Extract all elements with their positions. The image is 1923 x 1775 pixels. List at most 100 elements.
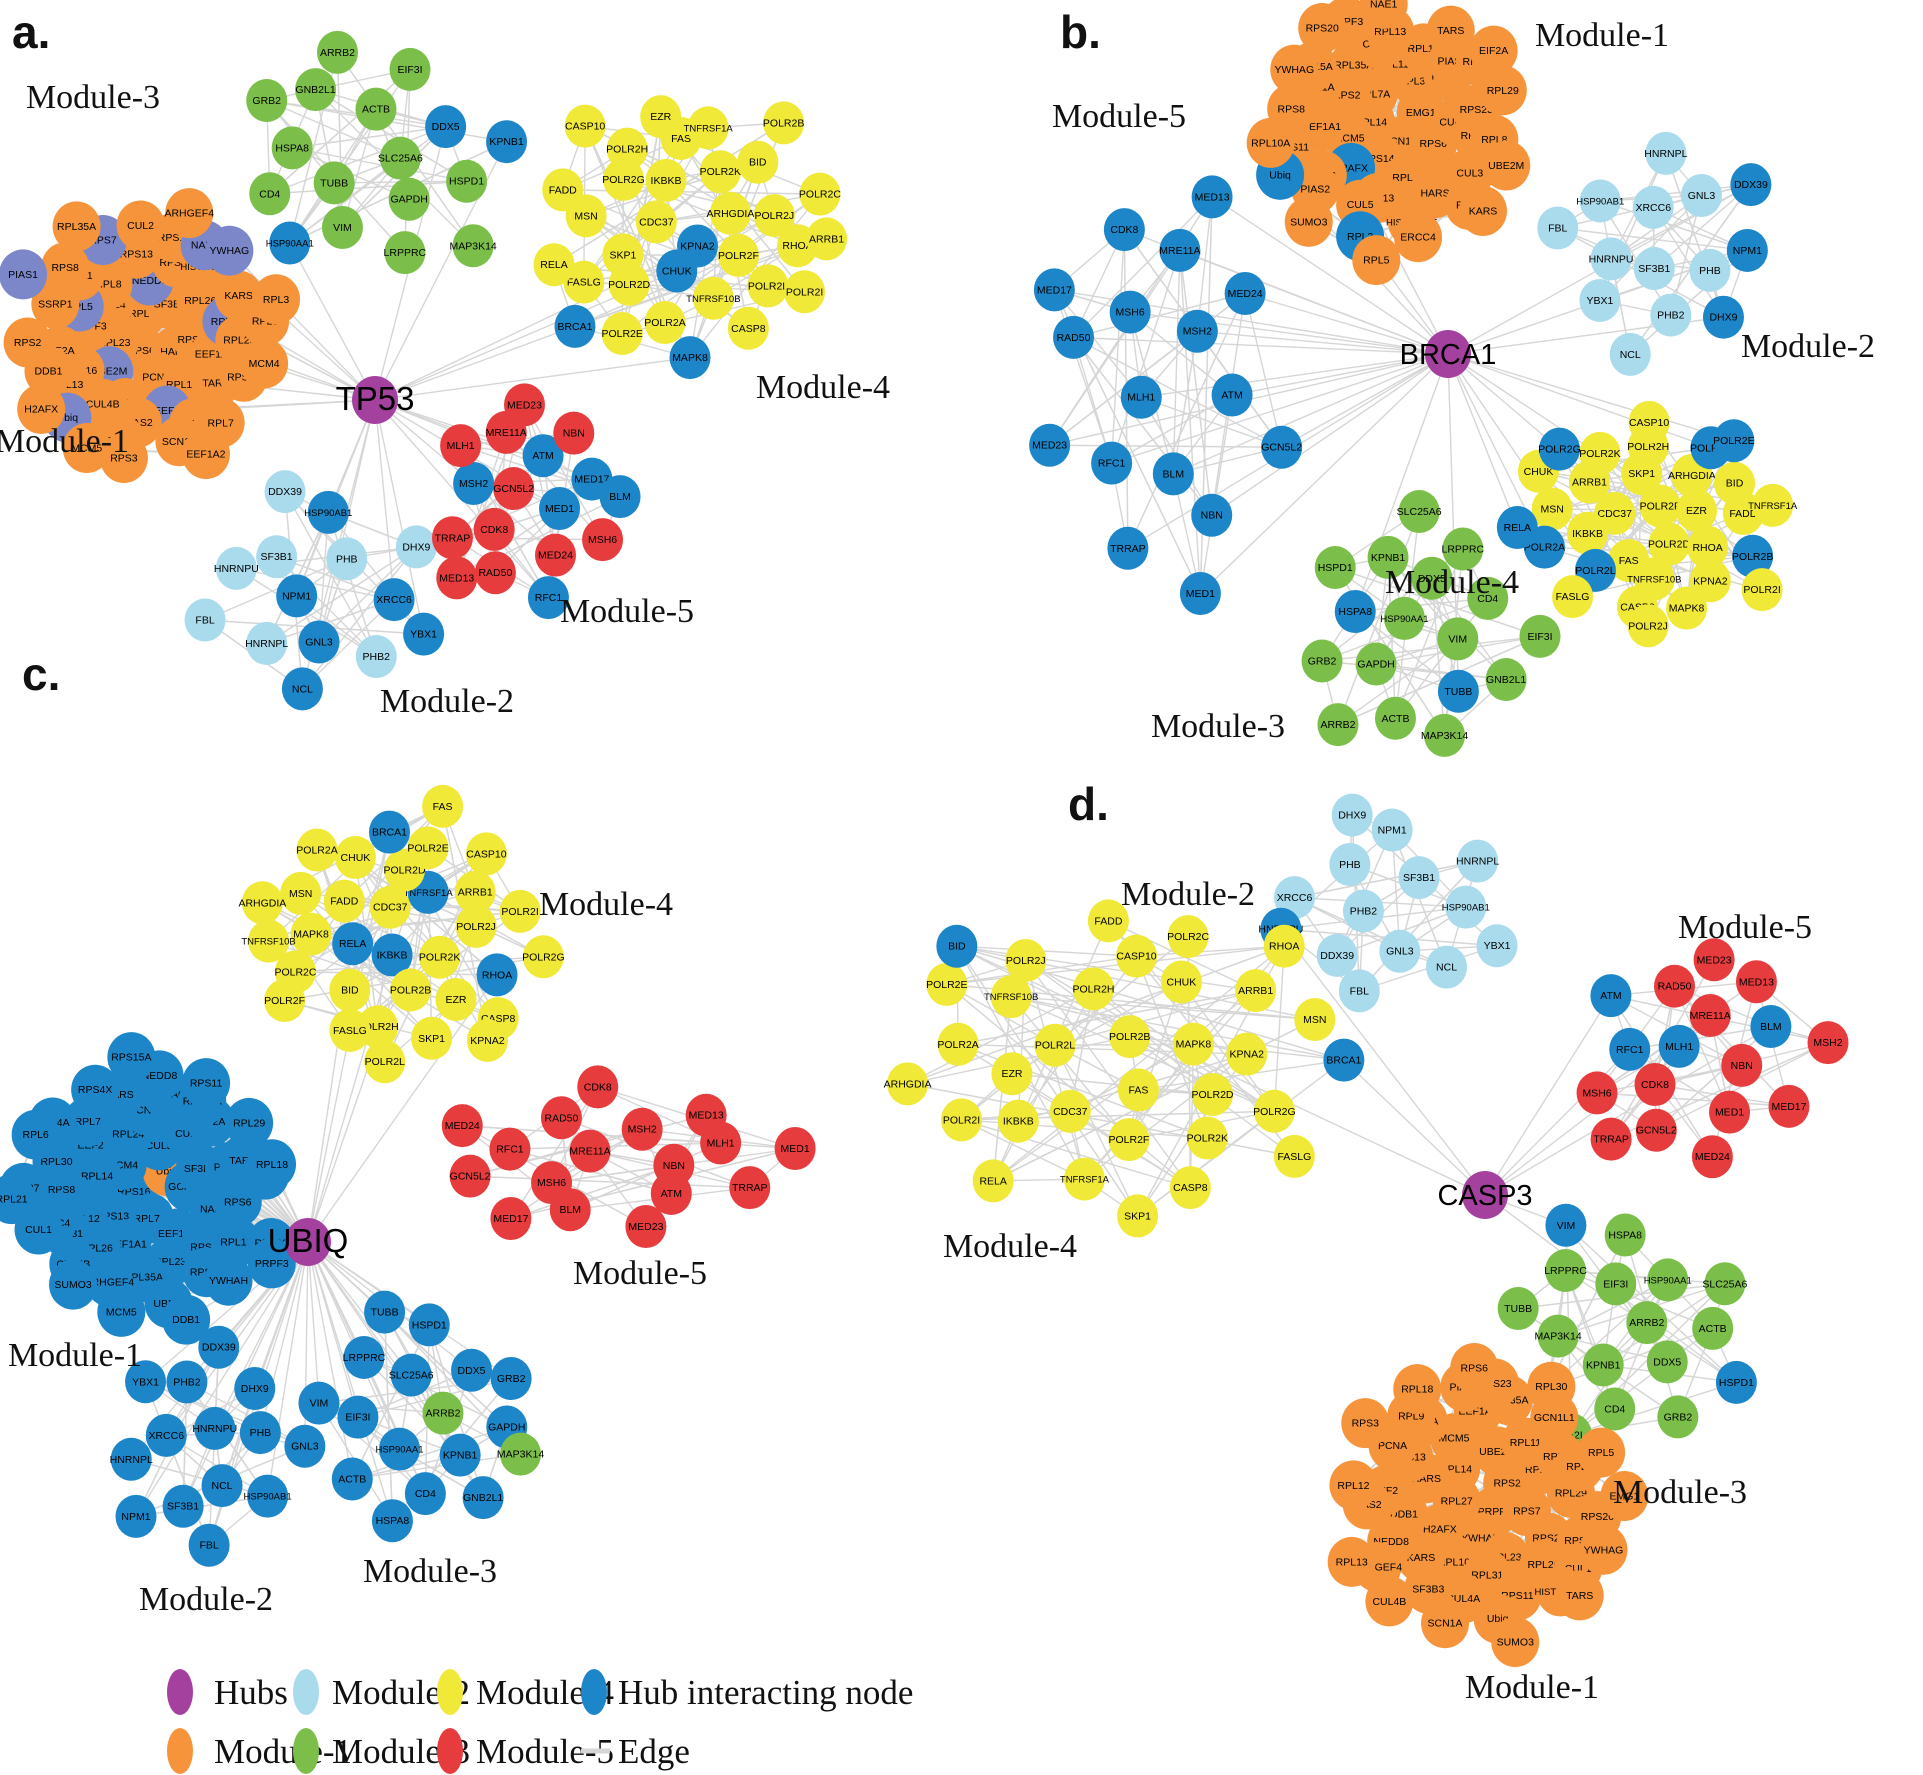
node-POLR2E: POLR2E bbox=[601, 312, 643, 356]
node-FBL: FBL bbox=[1537, 206, 1579, 250]
node-label: NBN bbox=[563, 428, 585, 440]
node-label: TUBB bbox=[1444, 686, 1472, 698]
node-HSP90AA1: HSP90AA1 bbox=[375, 1427, 424, 1471]
node-label: RPS20 bbox=[1581, 1511, 1614, 1523]
node-KPNB1: KPNB1 bbox=[439, 1433, 481, 1477]
node-label: MED23 bbox=[628, 1221, 663, 1233]
node-RHOA: RHOA bbox=[1263, 924, 1305, 968]
node-label: VIM bbox=[1557, 1220, 1576, 1232]
node-MED17: MED17 bbox=[1768, 1084, 1810, 1128]
node-label: TNFRSF1A bbox=[1060, 1175, 1110, 1186]
node-SLC25A6: SLC25A6 bbox=[1397, 490, 1442, 534]
node-NPM1: NPM1 bbox=[276, 574, 318, 618]
node-BRCA1: BRCA1 bbox=[1323, 1038, 1365, 1082]
node-label: DDX39 bbox=[268, 486, 302, 498]
node-TUBB: TUBB bbox=[1437, 669, 1479, 713]
node-MSN: MSN bbox=[1531, 487, 1573, 531]
node-label: NPM1 bbox=[1733, 245, 1762, 257]
node-label: DDX5 bbox=[458, 1365, 486, 1377]
node-label: ACTB bbox=[1699, 1323, 1727, 1335]
node-label: YWHAH bbox=[209, 1275, 248, 1287]
node-label: BLM bbox=[1162, 468, 1184, 480]
node-label: POLR2G bbox=[1253, 1106, 1296, 1118]
node-label: MRE11A bbox=[486, 427, 527, 439]
node-MED24: MED24 bbox=[441, 1104, 483, 1148]
node-label: EIF3I bbox=[397, 64, 422, 76]
node-MCM4: MCM4 bbox=[240, 338, 289, 389]
node-DHX9: DHX9 bbox=[1331, 793, 1373, 837]
node-YBX1: YBX1 bbox=[125, 1360, 167, 1404]
node-label: DHX9 bbox=[241, 1383, 269, 1395]
node-CHUK: CHUK bbox=[334, 835, 376, 879]
module-caption-module-1: Module-1 bbox=[1535, 17, 1669, 54]
node-label: RPL18 bbox=[1401, 1384, 1433, 1396]
node-label: Ubiq bbox=[1269, 169, 1291, 181]
node-NBN: NBN bbox=[1721, 1043, 1763, 1087]
node-label: MAPK8 bbox=[672, 352, 708, 364]
node-RELA: RELA bbox=[972, 1159, 1014, 1203]
node-label: PHB bbox=[336, 553, 358, 565]
node-label: HSP90AA1 bbox=[375, 1445, 423, 1456]
node-TRRAP: TRRAP bbox=[1107, 526, 1149, 570]
node-label: MSH6 bbox=[1582, 1087, 1611, 1099]
node-POLR2C: POLR2C bbox=[1167, 915, 1210, 959]
node-HSPD1: HSPD1 bbox=[1314, 546, 1356, 590]
node-label: BID bbox=[948, 941, 966, 953]
node-label: FADD bbox=[549, 184, 577, 196]
node-RPS3: RPS3 bbox=[1341, 1398, 1390, 1449]
node-label: RPS2 bbox=[14, 337, 42, 349]
node-MRE11A: MRE11A bbox=[1159, 228, 1201, 272]
node-label: POLR2K bbox=[700, 166, 741, 178]
node-label: HSP90AA1 bbox=[266, 239, 314, 250]
node-label: MRE11A bbox=[1690, 1010, 1731, 1022]
node-label: CASP10 bbox=[1116, 951, 1156, 963]
node-label: SF3B1 bbox=[1638, 263, 1670, 275]
node-label: FASLG bbox=[1556, 591, 1590, 603]
node-label: GNB2L1 bbox=[1486, 674, 1526, 686]
node-label: RHOA bbox=[1692, 542, 1722, 554]
hub-ubiq: UBIQ bbox=[268, 1218, 348, 1266]
node-label: LRPPRC bbox=[1441, 544, 1484, 556]
node-label: HNRNPL bbox=[1456, 856, 1499, 868]
node-MED23: MED23 bbox=[503, 383, 545, 427]
node-label: DDX5 bbox=[1653, 1356, 1681, 1368]
node-label: NBN bbox=[1201, 510, 1223, 522]
node-RAD50: RAD50 bbox=[540, 1096, 582, 1140]
node-CASP8: CASP8 bbox=[727, 306, 769, 350]
node-label: SUMO3 bbox=[1497, 1637, 1535, 1649]
node-label: RPL6 bbox=[23, 1129, 49, 1141]
node-MED13: MED13 bbox=[1191, 175, 1233, 219]
node-label: POLR2B bbox=[1732, 551, 1773, 563]
node-label: RPS3 bbox=[1352, 1418, 1380, 1430]
node-NCL: NCL bbox=[201, 1464, 243, 1508]
node-LRPPRC: LRPPRC bbox=[384, 231, 427, 275]
node-MED24: MED24 bbox=[535, 533, 577, 577]
node-MED17: MED17 bbox=[1033, 268, 1075, 312]
node-label: TNFRSF10B bbox=[241, 937, 295, 948]
node-label: HSPD1 bbox=[412, 1319, 447, 1331]
node-POLR2G: POLR2G bbox=[1253, 1089, 1296, 1133]
node-label: POLR2C bbox=[1167, 931, 1209, 943]
node-label: DDX5 bbox=[432, 121, 460, 133]
node-LRPPRC: LRPPRC bbox=[1441, 527, 1485, 571]
hub-label: CASP3 bbox=[1437, 1180, 1532, 1212]
node-MED23: MED23 bbox=[1029, 423, 1071, 467]
node-NCL: NCL bbox=[281, 667, 323, 711]
node-HSP90AA1: HSP90AA1 bbox=[1644, 1258, 1692, 1302]
node-label: GCN5L2 bbox=[493, 483, 534, 495]
node-VIM: VIM bbox=[1437, 617, 1479, 661]
node-KPNB1: KPNB1 bbox=[1367, 535, 1409, 579]
node-DDX5: DDX5 bbox=[1646, 1340, 1688, 1384]
node-label: ATM bbox=[1600, 990, 1621, 1002]
node-SLC25A6: SLC25A6 bbox=[389, 1353, 434, 1397]
module-caption-module-5: Module-5 bbox=[573, 1255, 707, 1292]
node-label: RPS8 bbox=[1277, 103, 1305, 115]
node-label: ACTB bbox=[362, 104, 390, 116]
node-label: KPNB1 bbox=[443, 1450, 478, 1462]
node-label: H2AFX bbox=[24, 403, 58, 415]
node-label: YWHAG bbox=[210, 245, 250, 257]
node-label: TRRAP bbox=[1110, 543, 1146, 555]
node-FAS: FAS bbox=[422, 784, 464, 828]
node-label: BLM bbox=[1760, 1021, 1782, 1033]
node-NBN: NBN bbox=[553, 411, 595, 455]
